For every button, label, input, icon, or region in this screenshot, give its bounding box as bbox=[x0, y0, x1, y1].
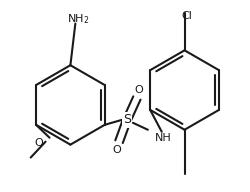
Text: Cl: Cl bbox=[181, 11, 192, 21]
Text: O: O bbox=[113, 145, 122, 155]
Text: S: S bbox=[123, 113, 131, 126]
Text: O: O bbox=[35, 138, 43, 148]
Text: O: O bbox=[134, 85, 143, 95]
Text: NH$_2$: NH$_2$ bbox=[67, 13, 90, 26]
Text: NH: NH bbox=[155, 133, 172, 143]
